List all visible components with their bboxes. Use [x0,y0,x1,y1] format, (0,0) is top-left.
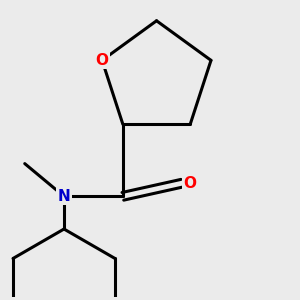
Text: N: N [58,189,70,204]
Text: O: O [184,176,196,191]
Text: O: O [96,53,109,68]
